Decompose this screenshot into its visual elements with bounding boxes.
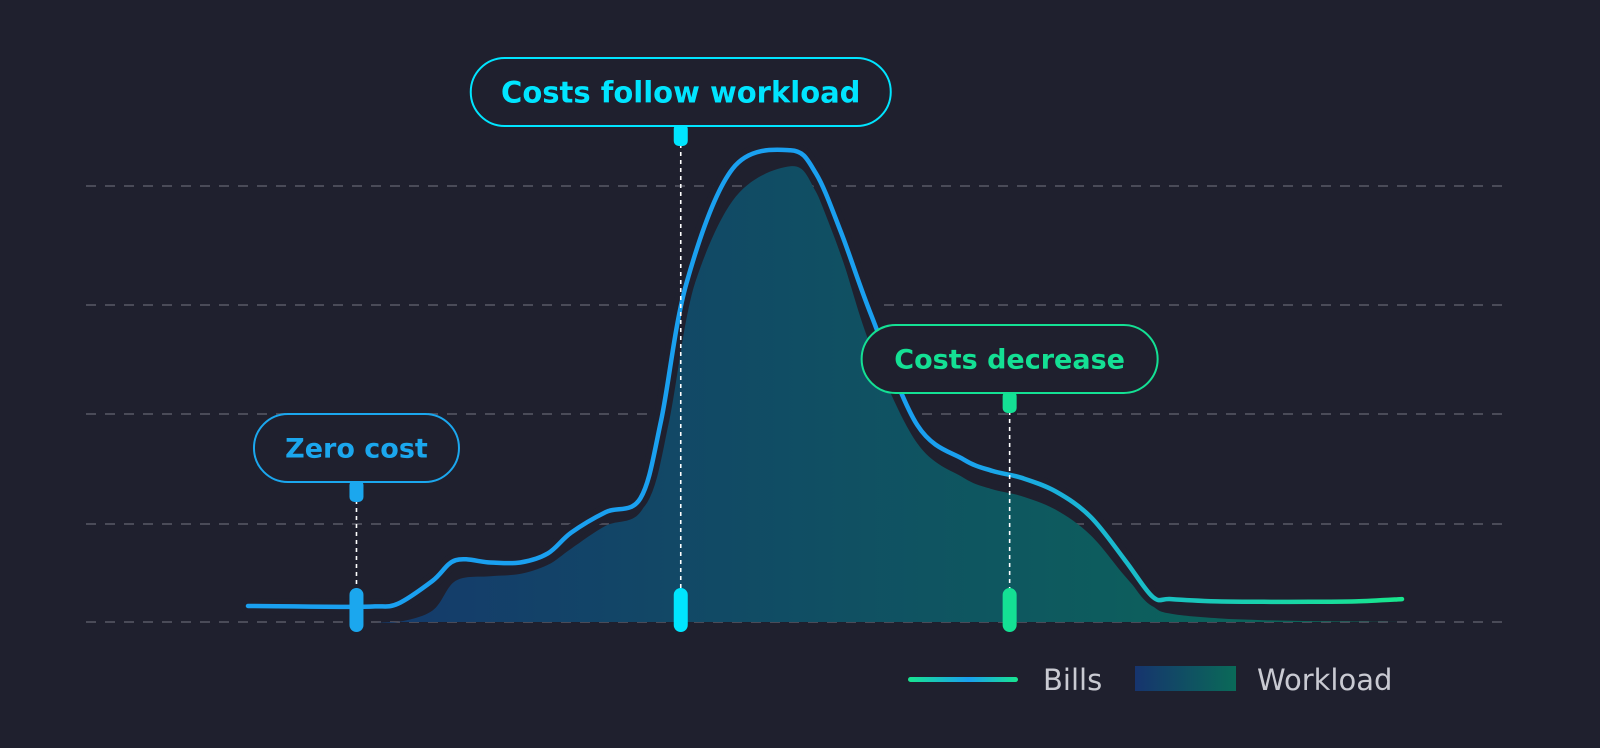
annotation-label: Costs decrease [894,345,1125,376]
annotation-pill [860,324,1159,394]
annotation-pill [469,57,892,127]
bills-line [245,147,1405,610]
series-layer [240,141,1410,623]
legend-workload-swatch [1135,666,1236,691]
legend: Bills Workload [908,663,1392,697]
annotation-follow: Costs follow workload [469,57,892,632]
annotation-marker [349,588,364,632]
annotation-marker [673,588,688,632]
annotation-stem [673,124,688,146]
annotation-decrease: Costs decrease [860,324,1159,632]
annotation-marker [1002,588,1017,632]
annotations: Zero cost Costs follow workload Costs decr… [252,57,1159,632]
annotation-stem [349,480,364,502]
annotation-zero-cost: Zero cost [252,413,460,632]
annotation-label: Costs follow workload [501,75,860,109]
workload-area [248,166,1402,623]
legend-bills-label: Bills [1043,663,1102,697]
legend-workload-label: Workload [1257,663,1392,697]
legend-bills-swatch [908,677,1018,682]
annotation-stem [1002,391,1017,413]
annotation-pill [252,413,460,483]
annotation-label: Zero cost [285,434,428,465]
